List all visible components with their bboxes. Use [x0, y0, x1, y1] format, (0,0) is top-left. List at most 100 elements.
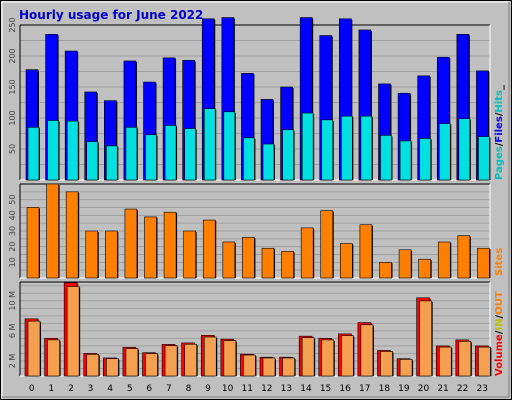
legend-entry: Sites: [494, 248, 505, 276]
legend-entry: /: [494, 112, 505, 116]
volume-out-bar: [301, 337, 315, 377]
volume-out-bar: [203, 336, 217, 377]
sites-bar: [124, 208, 138, 279]
hits-bar: [341, 115, 353, 181]
x-tick-label: 19: [398, 384, 410, 394]
volume-out-bar: [360, 324, 374, 377]
volume-out-bar: [380, 351, 393, 377]
sites-bar: [457, 235, 471, 279]
x-tick-label: 3: [88, 384, 94, 394]
volume-out-bar: [399, 359, 413, 377]
volume-out-bar: [27, 320, 41, 377]
hits-bar: [399, 140, 412, 181]
x-tick-label: 4: [107, 384, 113, 394]
hits-bar: [184, 128, 196, 181]
x-tick-label: 18: [379, 384, 391, 394]
sites-bar: [300, 227, 314, 279]
sites-bar: [261, 247, 275, 279]
legend-entry: /: [494, 330, 505, 334]
volume-out-bar: [341, 335, 354, 377]
volume-out-bar: [66, 286, 80, 377]
volume-out-bar: [223, 340, 237, 377]
legend-entry: Hits: [494, 90, 505, 113]
x-tick-label: 6: [146, 384, 152, 394]
x-tick-label: 8: [186, 384, 192, 394]
y-tick-label: 100: [8, 110, 17, 125]
panel-hits-files-pages: 50 100 150 200 250: [8, 17, 491, 181]
y-tick-label: 150: [8, 79, 17, 94]
sites-bar: [477, 247, 490, 279]
x-tick-label: 11: [241, 384, 252, 394]
sites-bar: [359, 224, 373, 279]
y-tick-label: 6 M: [8, 324, 17, 339]
legend-hits-files-pages: Pages/Files/Hits_: [494, 85, 505, 180]
hits-bar: [125, 127, 138, 181]
x-tick-label: 21: [437, 384, 448, 394]
sites-bar: [281, 251, 294, 279]
legend-entry: _: [494, 85, 505, 90]
legend-volume: Volume/IN/OUT: [494, 291, 505, 376]
sites-bar: [398, 249, 412, 279]
y-tick-label: 30: [8, 226, 17, 236]
x-axis-labels: 0 1 2 3 4 5 6 7 8 9 10 11 12 13 14 15 16 17 18 19 20 21 22 23: [29, 384, 488, 394]
hits-bar: [203, 108, 216, 181]
volume-out-bar: [458, 341, 472, 377]
hits-bar: [145, 134, 157, 181]
y-tick-label: 200: [8, 48, 17, 63]
hits-bar: [66, 120, 79, 181]
sites-bar: [418, 258, 431, 279]
hits-bar: [86, 141, 99, 181]
hits-bar: [321, 119, 334, 181]
hits-bar: [262, 143, 275, 181]
volume-out-bar: [145, 353, 158, 377]
hits-bar: [301, 112, 314, 181]
sites-bar: [242, 236, 255, 279]
hits-bar: [380, 135, 392, 181]
legend-entry: Pages: [494, 146, 505, 180]
y-tick-label: 20: [8, 242, 17, 252]
sites-bar: [183, 230, 196, 279]
x-tick-label: 12: [261, 384, 272, 394]
volume-out-bar: [86, 354, 100, 377]
legend-entry: OUT: [494, 291, 505, 315]
sites-bar: [26, 207, 40, 279]
hits-bar: [243, 137, 255, 181]
volume-out-bar: [125, 348, 139, 377]
chart-title: Hourly usage for June 2022: [19, 8, 203, 22]
sites-bar: [144, 216, 157, 279]
hits-bar: [419, 138, 431, 181]
legend-entry: Files: [494, 116, 505, 142]
x-tick-label: 9: [205, 384, 211, 394]
hits-bar: [282, 129, 294, 181]
x-tick-label: 23: [476, 384, 487, 394]
volume-out-bar: [262, 357, 276, 377]
hits-bar: [478, 136, 490, 181]
sites-bar: [437, 241, 451, 279]
sites-bar: [320, 210, 334, 279]
volume-out-bar: [243, 354, 256, 377]
x-tick-label: 16: [339, 384, 351, 394]
x-tick-label: 17: [359, 384, 370, 394]
legend-entry: /: [494, 314, 505, 318]
sites-bar: [46, 183, 59, 279]
sites-bar: [202, 219, 216, 279]
x-tick-label: 14: [300, 384, 312, 394]
panel-sites: 10 20 30 40 50: [8, 183, 491, 279]
volume-out-bar: [164, 345, 178, 377]
x-tick-label: 13: [281, 384, 292, 394]
x-tick-label: 15: [320, 384, 331, 394]
hits-bar: [438, 123, 451, 181]
x-tick-label: 22: [457, 384, 468, 394]
chart-panels: 50 100 150 200 250 10 20 30 40 50 2 M 6 M 10 M: [8, 17, 492, 377]
sites-bar: [85, 230, 99, 279]
volume-out-bar: [478, 346, 491, 377]
x-tick-label: 10: [222, 384, 234, 394]
sites-bar: [163, 211, 177, 279]
volume-out-bar: [438, 346, 452, 377]
x-tick-label: 1: [49, 384, 55, 394]
hits-bar: [360, 115, 373, 181]
legend-entry: IN: [494, 318, 505, 330]
